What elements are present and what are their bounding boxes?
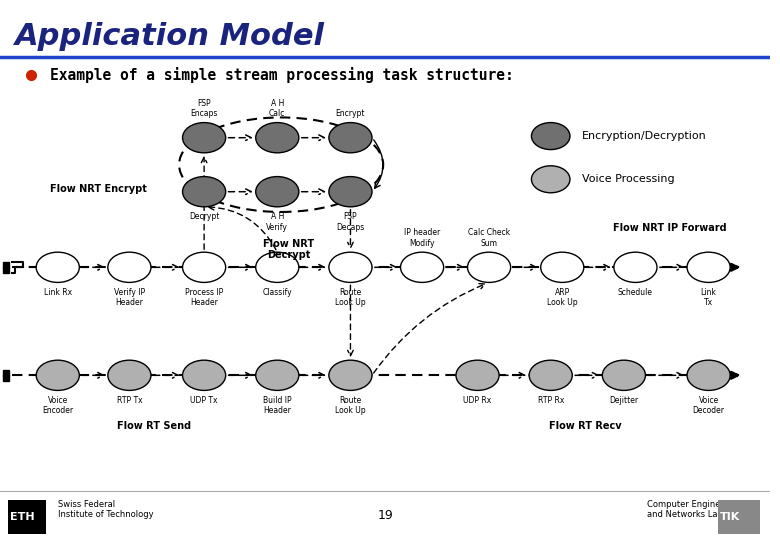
- Text: Example of a simple stream processing task structure:: Example of a simple stream processing ta…: [50, 66, 514, 83]
- Text: Swiss Federal
Institute of Technology: Swiss Federal Institute of Technology: [58, 500, 154, 519]
- Text: Computer Engineering
and Networks Laboratory: Computer Engineering and Networks Labora…: [647, 500, 753, 519]
- Text: Dejitter: Dejitter: [609, 396, 639, 405]
- Text: FSP
Encaps: FSP Encaps: [190, 99, 218, 118]
- Circle shape: [256, 177, 299, 207]
- Circle shape: [531, 166, 570, 193]
- Circle shape: [36, 252, 80, 282]
- Text: Flow NRT IP Forward: Flow NRT IP Forward: [613, 223, 727, 233]
- Circle shape: [183, 123, 225, 153]
- Circle shape: [456, 360, 499, 390]
- Text: IP header
Modify: IP header Modify: [404, 228, 440, 248]
- Text: Route
Look Up: Route Look Up: [335, 288, 366, 307]
- Circle shape: [467, 252, 511, 282]
- Circle shape: [183, 177, 225, 207]
- Text: RTP Rx: RTP Rx: [537, 396, 564, 405]
- Text: Voice
Decoder: Voice Decoder: [693, 396, 725, 415]
- Text: Application Model: Application Model: [16, 22, 325, 51]
- Circle shape: [329, 177, 372, 207]
- Circle shape: [256, 252, 299, 282]
- Circle shape: [36, 360, 80, 390]
- Circle shape: [256, 123, 299, 153]
- Text: RTP Tx: RTP Tx: [116, 396, 142, 405]
- FancyBboxPatch shape: [718, 500, 760, 534]
- Text: ARP
Look Up: ARP Look Up: [547, 288, 577, 307]
- Text: Build IP
Header: Build IP Header: [263, 396, 292, 415]
- Text: 19: 19: [378, 509, 393, 522]
- Text: Schedule: Schedule: [618, 288, 653, 297]
- Text: TIK: TIK: [720, 512, 740, 522]
- Text: Calc Check
Sum: Calc Check Sum: [468, 228, 510, 248]
- Circle shape: [183, 252, 225, 282]
- Text: Classify: Classify: [262, 288, 292, 297]
- Text: ETH: ETH: [10, 512, 34, 522]
- Circle shape: [183, 360, 225, 390]
- Circle shape: [108, 360, 151, 390]
- Text: Process IP
Header: Process IP Header: [185, 288, 223, 307]
- Text: A H
Verify: A H Verify: [266, 212, 289, 232]
- FancyBboxPatch shape: [8, 500, 46, 534]
- Text: Voice
Encoder: Voice Encoder: [42, 396, 73, 415]
- Text: Decrypt: Decrypt: [189, 212, 219, 221]
- Text: UDP Rx: UDP Rx: [463, 396, 491, 405]
- Text: Encryption/Decryption: Encryption/Decryption: [582, 131, 706, 141]
- Circle shape: [329, 252, 372, 282]
- Text: UDP Tx: UDP Tx: [190, 396, 218, 405]
- Circle shape: [400, 252, 444, 282]
- Circle shape: [602, 360, 645, 390]
- Text: Voice Processing: Voice Processing: [582, 174, 674, 184]
- Circle shape: [614, 252, 657, 282]
- Circle shape: [329, 360, 372, 390]
- Text: Verify IP
Header: Verify IP Header: [114, 288, 145, 307]
- Text: Encrypt: Encrypt: [335, 109, 365, 118]
- Text: A H
Calc: A H Calc: [269, 99, 285, 118]
- Text: Route
Look Up: Route Look Up: [335, 396, 366, 415]
- Text: FSP
Decaps: FSP Decaps: [336, 212, 364, 232]
- Text: Flow RT Recv: Flow RT Recv: [549, 421, 622, 431]
- Circle shape: [687, 252, 730, 282]
- Circle shape: [108, 252, 151, 282]
- Circle shape: [531, 123, 570, 150]
- Circle shape: [687, 360, 730, 390]
- Circle shape: [529, 360, 573, 390]
- Text: Link
Tx: Link Tx: [700, 288, 717, 307]
- Text: Flow NRT Encrypt: Flow NRT Encrypt: [50, 184, 147, 194]
- Circle shape: [329, 123, 372, 153]
- Circle shape: [541, 252, 583, 282]
- Text: Flow NRT
Decrypt: Flow NRT Decrypt: [264, 239, 314, 260]
- Text: Flow RT Send: Flow RT Send: [117, 421, 191, 431]
- Text: Link Rx: Link Rx: [44, 288, 72, 297]
- Circle shape: [256, 360, 299, 390]
